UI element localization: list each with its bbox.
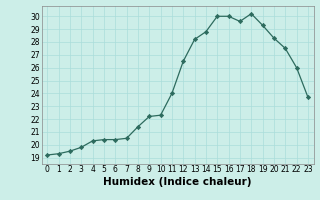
X-axis label: Humidex (Indice chaleur): Humidex (Indice chaleur) — [103, 177, 252, 187]
